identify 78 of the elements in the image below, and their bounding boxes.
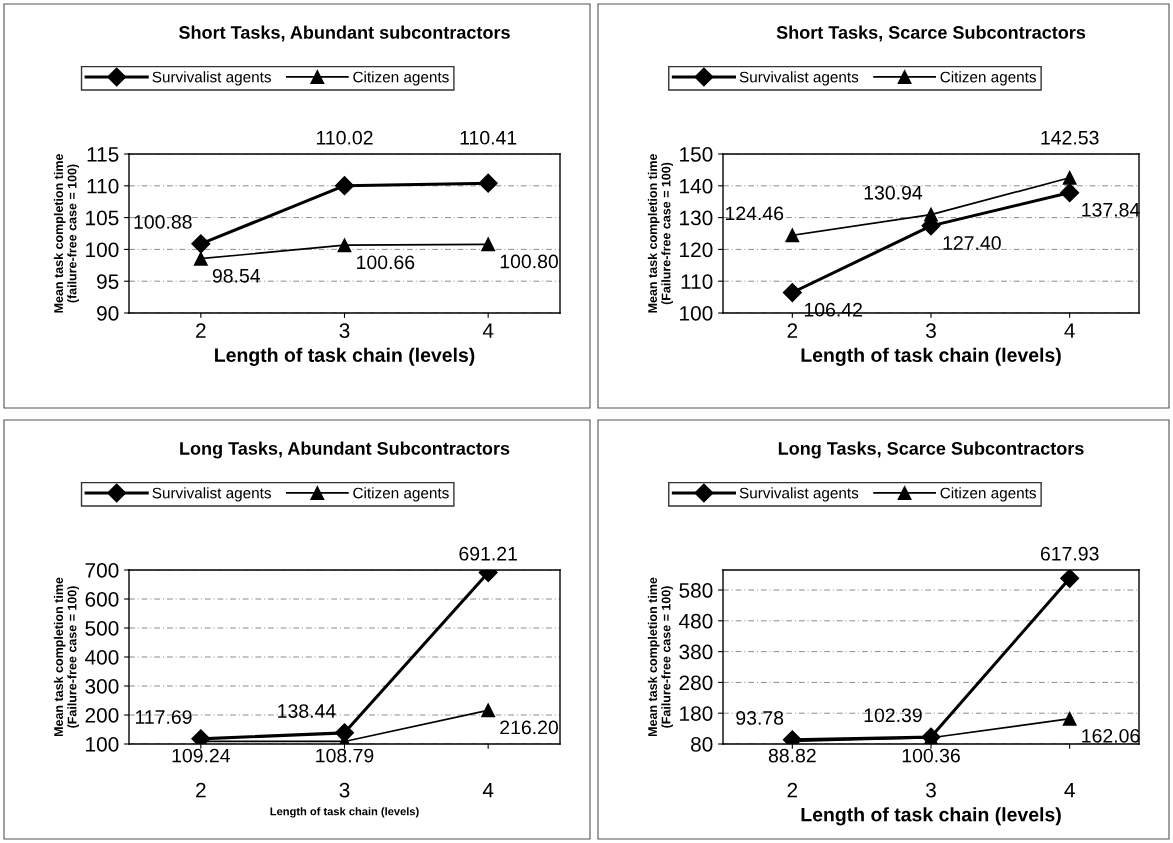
data-label: 117.69	[135, 710, 192, 724]
data-label: 110.02	[316, 130, 373, 145]
y-tick-label: 180	[680, 706, 713, 721]
y-tick-label: 100	[86, 737, 119, 752]
x-axis-title: Length of task chain (levels)	[801, 807, 1061, 826]
y-tick-label: 95	[97, 274, 119, 289]
y-tick-label: 200	[85, 708, 119, 723]
y-tick-label: 140	[680, 178, 713, 194]
data-label: 124.46	[726, 206, 784, 221]
y-axis-title: Mean task completion time (Failure-free case = 100)	[647, 154, 673, 313]
y-tick-label: 80	[691, 737, 713, 752]
legend-label: Citizen agents	[353, 487, 449, 502]
y-tick-label: 100	[86, 242, 119, 258]
legend-label: Citizen agents	[940, 487, 1036, 502]
legend-label: Survivalist agents	[739, 71, 859, 86]
data-label: 691.21	[459, 546, 517, 561]
y-tick-label: 110	[681, 274, 713, 289]
y-axis-title: Mean task completion time (failure-free case = 100)	[53, 154, 79, 313]
chart-title: Long Tasks, Abundant Subcontractors	[180, 441, 510, 459]
y-tick-label: 120	[680, 242, 713, 258]
y-tick-label: 480	[679, 613, 713, 629]
legend-label: Citizen agents	[353, 71, 449, 86]
x-tick-label: 4	[482, 323, 494, 338]
y-tick-label: 90	[97, 306, 119, 321]
y-tick-label: 150	[680, 147, 713, 162]
data-label: 142.53	[1041, 130, 1099, 145]
legend-label: Citizen agents	[940, 71, 1036, 86]
y-tick-label: 380	[679, 644, 713, 660]
y-axis-title: Mean task completion time (Failure-free case = 100)	[53, 577, 79, 737]
data-label: 88.82	[768, 748, 816, 763]
data-label: 108.79	[316, 748, 374, 763]
x-tick-label: 4	[482, 782, 494, 798]
y-tick-label: 130	[680, 210, 713, 226]
data-label: 100.36	[902, 748, 960, 763]
legend-label: Survivalist agents	[152, 487, 271, 502]
y-tick-label: 500	[85, 621, 119, 636]
x-tick-label: 2	[196, 323, 206, 338]
x-axis-title: Length of task chain (levels)	[270, 807, 419, 818]
x-axis-title: Length of task chain (levels)	[801, 347, 1061, 366]
legend-label: Survivalist agents	[739, 487, 859, 502]
chart-title: Short Tasks, Scarce Subcontractors	[776, 25, 1086, 42]
y-tick-label: 105	[86, 210, 119, 226]
x-tick-label: 4	[1064, 782, 1075, 798]
data-label: 109.24	[172, 748, 230, 763]
legend-label: Survivalist agents	[152, 71, 271, 86]
y-axis-title: Mean task completion time (Failure-free case = 100)	[647, 577, 673, 737]
x-axis-title: Length of task chain (levels)	[215, 347, 475, 366]
x-tick-label: 2	[787, 782, 798, 798]
chart-title: Short Tasks, Abundant subcontractors	[179, 25, 510, 42]
data-label: 100.80	[500, 254, 558, 269]
data-label: 127.40	[943, 236, 1001, 250]
y-tick-label: 600	[85, 592, 119, 607]
data-label: 98.54	[212, 268, 261, 283]
y-tick-label: 580	[679, 583, 713, 598]
y-tick-label: 110	[87, 178, 119, 194]
x-tick-label: 3	[926, 323, 936, 339]
data-label: 138.44	[278, 704, 336, 718]
data-label: 93.78	[736, 711, 784, 725]
y-tick-label: 100	[680, 306, 713, 321]
data-label: 102.39	[864, 708, 922, 723]
data-label: 617.93	[1040, 546, 1099, 561]
x-tick-label: 3	[926, 782, 936, 798]
y-tick-label: 115	[87, 147, 119, 162]
x-tick-label: 2	[787, 323, 798, 338]
data-label: 100.88	[134, 215, 192, 229]
x-tick-label: 3	[339, 323, 350, 339]
data-label: 110.41	[460, 130, 517, 145]
y-tick-label: 700	[85, 563, 119, 578]
chart-title: Long Tasks, Scarce Subcontractors	[778, 441, 1084, 459]
y-tick-label: 280	[679, 675, 713, 691]
data-label: 100.66	[357, 255, 415, 270]
data-label: 216.20	[500, 720, 558, 735]
data-label: 130.94	[864, 185, 923, 200]
x-tick-label: 3	[339, 782, 350, 798]
x-tick-label: 4	[1064, 323, 1075, 338]
y-tick-label: 300	[85, 679, 119, 694]
x-tick-label: 2	[196, 782, 206, 798]
y-tick-label: 400	[85, 650, 119, 665]
